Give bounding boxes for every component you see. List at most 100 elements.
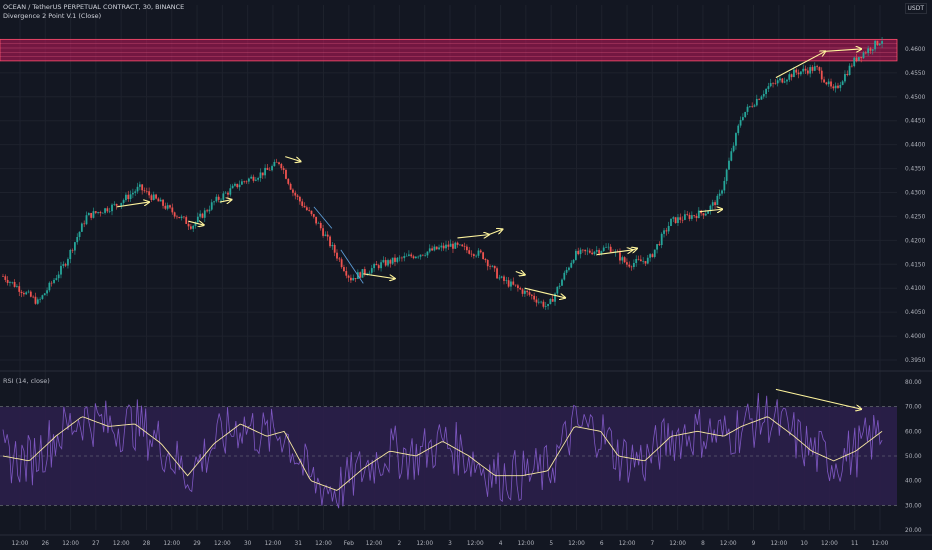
currency-badge[interactable]: USDT (904, 3, 927, 14)
candle-body (748, 106, 751, 107)
candle-body (786, 79, 788, 82)
candle-body (27, 291, 30, 293)
candle-body (702, 213, 705, 216)
candle-body (716, 195, 719, 206)
candle-body (781, 78, 784, 83)
rsi-tick-label: 50.00 (905, 454, 922, 460)
candle-body (90, 213, 93, 218)
candle-body (447, 244, 450, 247)
candle-body (665, 230, 668, 232)
price-tick-label: 0.4000 (905, 334, 926, 340)
candle-body (827, 81, 830, 85)
candle-body (4, 276, 7, 280)
indicator-legend[interactable]: Divergence 2 Point V.1 (Close) (3, 12, 101, 20)
time-tick-label: 12:00 (619, 541, 636, 547)
candle-body (9, 282, 11, 283)
indicator-title: Divergence 2 Point V.1 (Close) (3, 12, 102, 20)
time-axis[interactable]: 12:00 26 12:00 27 12:00 28 12:00 29 12:00 30 12:00… (0, 534, 932, 547)
candle-body (646, 257, 649, 264)
rsi-axis[interactable]: 80.00 70.00 60.00 50.00 40.00 30.00 20.00 (905, 380, 922, 534)
rsi-title: RSI (14, close) (3, 377, 50, 385)
rsi-tick-label: 60.00 (905, 429, 922, 435)
candle-body (744, 111, 747, 118)
candle-body (264, 167, 266, 176)
candle-body (832, 86, 835, 89)
candle-body (438, 247, 440, 250)
candle-body (64, 264, 67, 266)
candle-body (644, 261, 647, 264)
candle-body (568, 267, 570, 270)
candle-body (505, 280, 508, 281)
time-tick-label: 26 (42, 541, 50, 547)
candle-body (405, 255, 408, 257)
rsi-line (2, 392, 883, 509)
rsi-pane (0, 388, 897, 509)
candle-body (162, 199, 164, 206)
candle-body (120, 202, 123, 207)
candle-body (412, 256, 415, 259)
candle-body (382, 260, 385, 263)
candle-body (811, 67, 814, 71)
candle-body (183, 216, 185, 218)
candle-body (468, 250, 471, 254)
candle-body (493, 265, 496, 269)
candle-body (22, 293, 25, 295)
candle-body (417, 256, 420, 258)
time-tick-label: 12:00 (821, 541, 838, 547)
candle-body (693, 215, 696, 216)
divergence-arrow (596, 250, 633, 256)
candle-body (456, 242, 459, 245)
time-tick-label: 12:00 (315, 541, 332, 547)
candle-body (834, 85, 837, 89)
candle-body (185, 217, 188, 224)
candle-body (173, 212, 176, 217)
candle-body (176, 216, 178, 218)
price-tick-label: 0.4500 (905, 95, 926, 101)
candle-body (774, 83, 777, 84)
candle-body (523, 290, 526, 294)
candle-body (189, 226, 192, 229)
candle-body (452, 243, 454, 249)
candle-body (380, 262, 382, 269)
divergence-arrow (524, 287, 565, 298)
candle-body (424, 255, 427, 256)
candle-body (245, 181, 248, 183)
candle-body (2, 276, 4, 277)
candle-body (46, 290, 48, 294)
price-tick-label: 0.4150 (905, 262, 926, 268)
rsi-legend[interactable]: RSI (14, close) (3, 377, 50, 385)
candle-body (802, 68, 805, 72)
candle-body (871, 49, 874, 51)
symbol-legend[interactable]: OCEAN / TetherUS PERPETUAL CONTRACT, 30,… (3, 3, 184, 11)
candle-body (57, 274, 60, 279)
candle-body (178, 216, 181, 219)
time-tick-label: 12:00 (12, 541, 29, 547)
candle-body (157, 198, 160, 202)
candle-body (519, 287, 522, 290)
candle-body (551, 299, 554, 302)
candle-body (533, 295, 536, 300)
candle-body (285, 169, 287, 179)
candle-body (688, 214, 691, 219)
candle-body (769, 83, 772, 87)
candle-body (806, 70, 809, 74)
rsi-tick-label: 40.00 (905, 479, 922, 485)
candle-body (69, 249, 72, 260)
candle-body (94, 211, 97, 213)
divergence-arrow (285, 156, 300, 162)
candle-body (728, 160, 730, 170)
candle-body (783, 81, 786, 83)
candle-body (503, 276, 505, 281)
candle-body (542, 301, 545, 307)
candle-body (628, 264, 631, 267)
candle-body (579, 249, 582, 255)
candle-body (384, 260, 387, 266)
candle-body (127, 194, 130, 200)
time-tick-label: 28 (143, 541, 151, 547)
candle-body (234, 183, 236, 186)
price-axis[interactable]: 0.4600 0.4550 0.4500 0.4450 0.4400 0.4350 0.43… (905, 47, 926, 364)
price-tick-label: 0.4550 (905, 71, 926, 77)
candle-body (602, 247, 605, 252)
candle-body (268, 169, 271, 171)
